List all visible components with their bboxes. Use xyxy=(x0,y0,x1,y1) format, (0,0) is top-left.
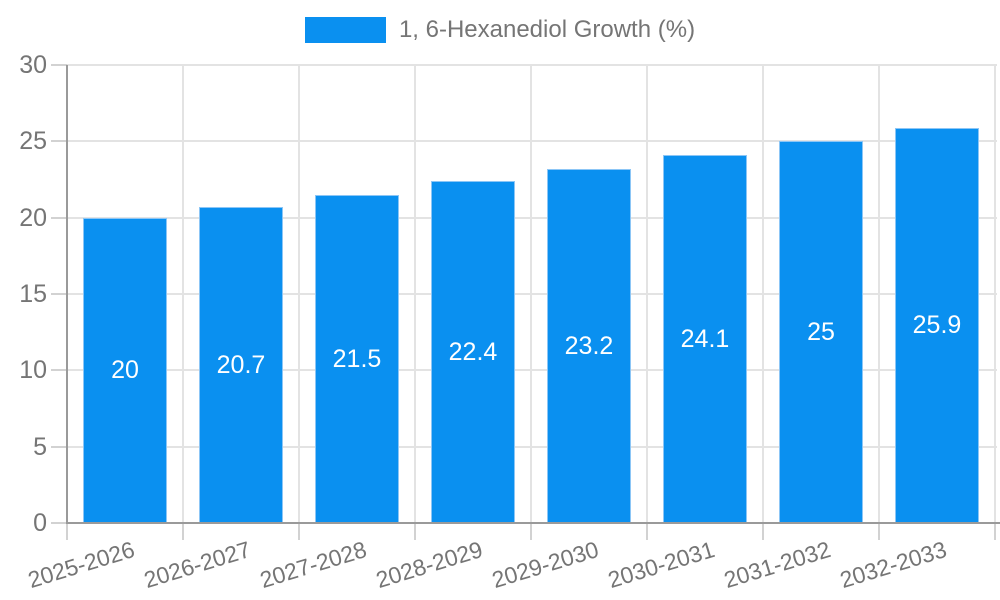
x-tick-8 xyxy=(994,524,996,540)
x-axis-label-2027-2028: 2027-2028 xyxy=(256,536,370,594)
x-axis-label-2030-2031: 2030-2031 xyxy=(604,536,718,594)
gridline-y-10 xyxy=(67,369,997,372)
x-tick-3 xyxy=(414,524,416,540)
bar-2028-2029[interactable] xyxy=(431,181,515,523)
x-axis-label-2032-2033: 2032-2033 xyxy=(836,536,950,594)
bar-value-2028-2029: 22.4 xyxy=(448,338,498,366)
gridline-x-6 xyxy=(762,65,764,523)
bar-2032-2033[interactable] xyxy=(895,127,979,523)
bar-2025-2026[interactable] xyxy=(83,217,167,523)
bar-2030-2031[interactable] xyxy=(663,155,747,523)
bar-value-2030-2031: 24.1 xyxy=(680,325,730,354)
y-axis-label-25: 25 xyxy=(19,127,47,156)
bar-value-2029-2030: 23.2 xyxy=(564,331,614,360)
y-axis-label-5: 5 xyxy=(33,432,47,461)
x-axis-label-2031-2032: 2031-2032 xyxy=(720,536,834,594)
x-tick-7 xyxy=(878,524,880,540)
x-tick-4 xyxy=(530,524,532,540)
y-tick-0 xyxy=(51,522,67,524)
gridline-y-20 xyxy=(67,216,997,219)
bar-2026-2027[interactable] xyxy=(199,206,283,523)
y-axis-label-30: 30 xyxy=(19,51,47,79)
y-tick-10 xyxy=(51,369,67,372)
bar-value-2032-2033: 25.9 xyxy=(912,311,962,340)
y-axis-label-10: 10 xyxy=(19,356,47,385)
y-tick-20 xyxy=(51,216,67,219)
gridline-x-1 xyxy=(182,65,184,523)
gridline-x-4 xyxy=(530,65,532,523)
legend: 1, 6-Hexanediol Growth (%) xyxy=(0,17,1000,43)
y-tick-5 xyxy=(51,445,67,448)
legend-label: 1, 6-Hexanediol Growth (%) xyxy=(398,16,696,43)
x-axis-label-2028-2029: 2028-2029 xyxy=(372,536,486,594)
y-axis-line xyxy=(66,65,68,523)
x-tick-6 xyxy=(762,524,764,540)
x-tick-0 xyxy=(66,524,68,540)
gridline-x-8 xyxy=(994,65,996,523)
y-axis-label-20: 20 xyxy=(19,203,47,232)
gridline-x-5 xyxy=(646,65,648,523)
gridline-x-2 xyxy=(298,65,300,523)
gridline-y-5 xyxy=(67,445,997,448)
legend-swatch xyxy=(304,17,386,43)
x-tick-1 xyxy=(182,524,184,540)
x-axis-line xyxy=(66,522,1000,524)
gridline-x-7 xyxy=(878,65,880,523)
bar-2029-2030[interactable] xyxy=(547,168,631,523)
bar-value-2031-2032: 25 xyxy=(807,318,835,347)
x-axis-label-2029-2030: 2029-2030 xyxy=(488,536,602,594)
y-axis-label-0: 0 xyxy=(33,509,47,537)
y-axis-label-15: 15 xyxy=(19,280,47,308)
gridline-x-3 xyxy=(414,65,416,523)
bar-value-2026-2027: 20.7 xyxy=(216,350,266,379)
gridline-y-25 xyxy=(67,140,997,143)
bar-value-2025-2026: 20 xyxy=(111,356,139,385)
bar-2031-2032[interactable] xyxy=(779,141,863,523)
gridline-y-15 xyxy=(67,293,997,295)
bar-value-2027-2028: 21.5 xyxy=(332,344,382,373)
x-axis-label-2026-2027: 2026-2027 xyxy=(140,536,254,594)
y-tick-25 xyxy=(51,140,67,143)
bar-2027-2028[interactable] xyxy=(315,194,399,523)
y-tick-15 xyxy=(51,293,67,295)
x-tick-2 xyxy=(298,524,300,540)
x-tick-5 xyxy=(646,524,648,540)
y-tick-30 xyxy=(51,64,67,66)
gridline-y-30 xyxy=(67,64,997,66)
x-axis-label-2025-2026: 2025-2026 xyxy=(24,536,138,594)
